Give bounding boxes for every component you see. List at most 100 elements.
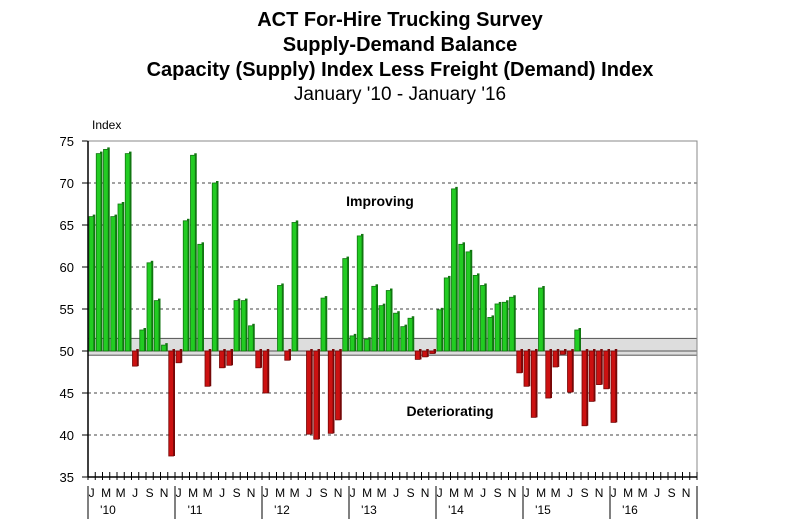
year-label: '16 [622, 503, 638, 517]
bar-deteriorating [204, 350, 211, 387]
bar-improving [277, 285, 283, 352]
month-label: M [290, 486, 300, 500]
bar-deteriorating [132, 350, 138, 367]
bar-improving [291, 222, 298, 352]
bar-improving [451, 188, 457, 352]
chart-title-1: ACT For-Hire Trucking Survey [257, 9, 543, 31]
y-tick-label: 45 [60, 386, 74, 401]
bar-improving [139, 329, 145, 352]
month-label: S [494, 486, 502, 500]
bar-improving [385, 290, 392, 352]
bar-improving [190, 154, 196, 352]
chart-title-3: Capacity (Supply) Index Less Freight (De… [146, 59, 654, 81]
y-tick-label: 40 [60, 428, 74, 443]
bar-deteriorating [284, 350, 290, 361]
month-label: M [101, 486, 111, 500]
bar-improving [233, 300, 240, 352]
month-label: M [449, 486, 459, 500]
month-label: J [263, 486, 269, 500]
bar-deteriorating [306, 350, 312, 435]
month-label: J [350, 486, 356, 500]
bar-deteriorating [226, 350, 232, 366]
year-label: '12 [274, 503, 290, 517]
month-label: S [146, 486, 154, 500]
bar-improving [103, 148, 109, 352]
bar-deteriorating [545, 350, 551, 399]
month-label: M [536, 486, 546, 500]
bar-deteriorating [175, 350, 182, 364]
year-label: '10 [100, 503, 116, 517]
bar-deteriorating [596, 350, 602, 385]
month-label: N [160, 486, 169, 500]
year-label: '13 [361, 503, 377, 517]
bar-deteriorating [581, 350, 588, 427]
month-label: M [377, 486, 387, 500]
bar-improving [443, 277, 450, 352]
bar-improving [240, 300, 247, 352]
bar-improving [197, 243, 203, 352]
bar-deteriorating [262, 350, 269, 394]
bar-deteriorating [422, 350, 428, 358]
month-label: J [393, 486, 399, 500]
bar-improving [458, 243, 464, 352]
bar-improving [393, 312, 399, 352]
bar-improving [480, 285, 486, 352]
month-label: S [233, 486, 241, 500]
bar-deteriorating [588, 350, 595, 402]
bar-improving [494, 303, 501, 352]
bar-improving [364, 338, 370, 352]
bar-improving [146, 262, 153, 352]
bar-improving [487, 316, 493, 352]
month-label: J [306, 486, 312, 500]
bar-deteriorating [414, 350, 421, 360]
bar-deteriorating [523, 350, 530, 387]
bar-improving [472, 274, 479, 352]
month-label: J [132, 486, 138, 500]
bar-improving [349, 335, 356, 352]
bar-improving [110, 216, 116, 352]
month-label: N [421, 486, 430, 500]
month-label: J [480, 486, 486, 500]
bar-deteriorating [335, 350, 341, 421]
annotation-deteriorating: Deteriorating [406, 403, 493, 419]
chart-titles: ACT For-Hire Trucking Survey Supply-Dema… [0, 8, 800, 107]
bar-improving [88, 216, 95, 352]
month-label: S [407, 486, 415, 500]
y-tick-label: 50 [60, 344, 74, 359]
month-label: N [682, 486, 691, 500]
bar-improving [407, 317, 414, 352]
month-label: N [247, 486, 256, 500]
bar-improving [320, 297, 327, 352]
bar-improving [400, 326, 406, 352]
y-tick-label: 65 [60, 218, 74, 233]
month-label: M [188, 486, 198, 500]
month-label: S [320, 486, 328, 500]
bar-improving [465, 251, 472, 352]
month-label: M [275, 486, 285, 500]
month-label: J [567, 486, 573, 500]
month-label: M [464, 486, 474, 500]
month-label: M [116, 486, 126, 500]
bar-deteriorating [610, 350, 617, 423]
bar-deteriorating [552, 350, 559, 368]
bar-improving [117, 203, 124, 352]
bar-deteriorating [168, 350, 174, 457]
bar-improving [95, 153, 102, 352]
bar-improving [182, 220, 189, 352]
month-label: S [581, 486, 589, 500]
bar-deteriorating [603, 350, 609, 390]
month-label: N [508, 486, 517, 500]
annotation-improving: Improving [346, 193, 414, 209]
bar-improving [124, 153, 131, 352]
y-axis-label: Index [92, 118, 121, 132]
y-tick-label: 70 [60, 176, 74, 191]
year-label: '15 [535, 503, 551, 517]
month-label: J [89, 486, 95, 500]
bar-deteriorating [255, 350, 261, 369]
bar-deteriorating [559, 350, 566, 355]
bar-improving [153, 300, 160, 352]
month-label: M [623, 486, 633, 500]
month-label: J [219, 486, 225, 500]
chart-subtitle: January '10 - January '16 [293, 84, 507, 105]
